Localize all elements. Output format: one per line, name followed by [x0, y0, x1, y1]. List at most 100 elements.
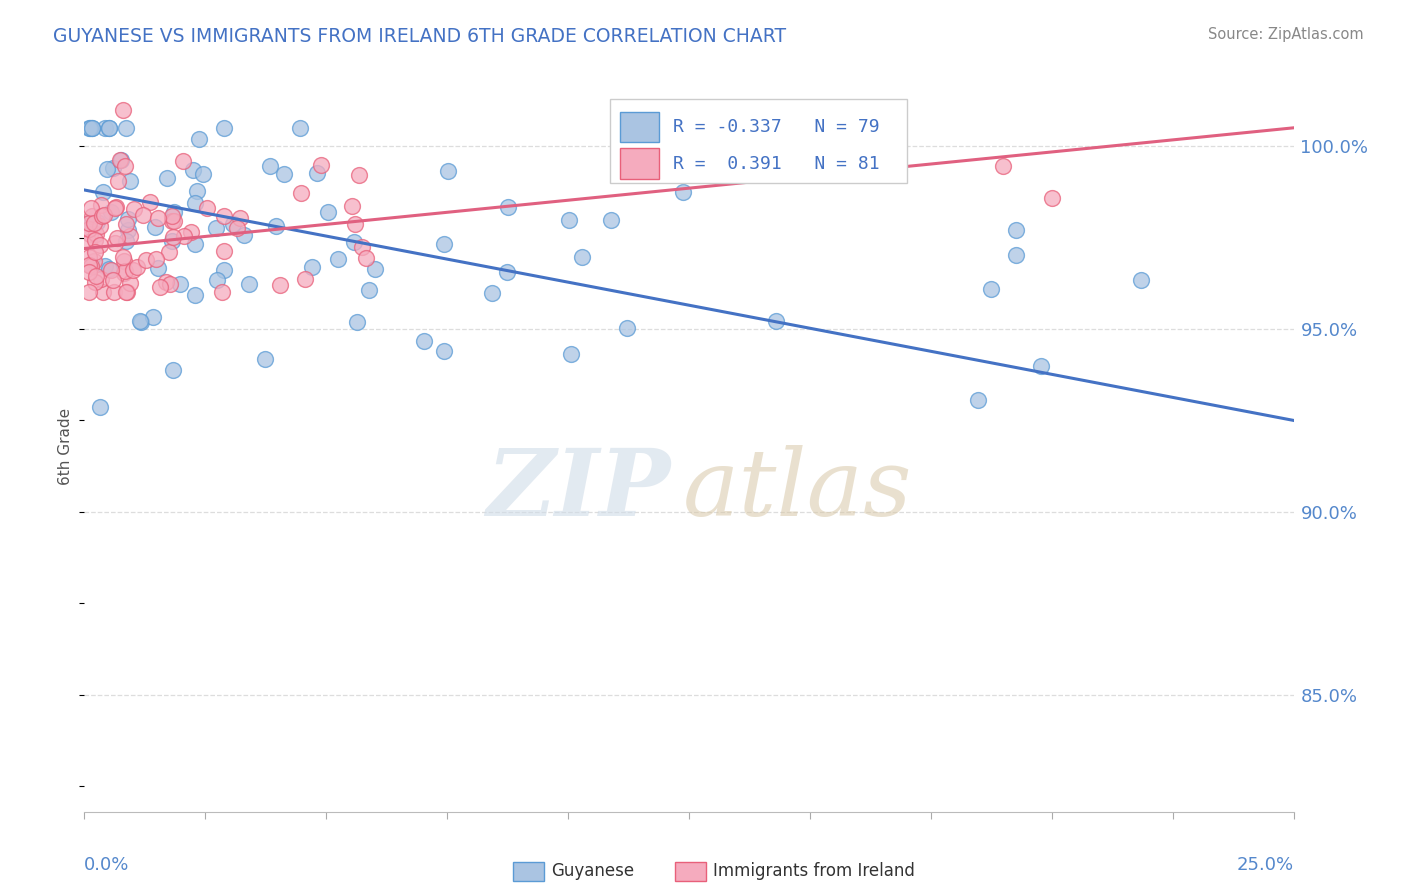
- Point: [129, 315, 152, 329]
- Point: [80, 120, 103, 135]
- Point: [187, 132, 209, 146]
- Point: [180, 225, 202, 239]
- Point: [980, 281, 1002, 295]
- Point: [232, 227, 254, 242]
- Point: [79, 227, 101, 241]
- Point: [352, 240, 374, 254]
- Point: [80, 201, 103, 215]
- Point: [128, 314, 150, 328]
- Point: [183, 195, 205, 210]
- Point: [90, 198, 112, 212]
- Point: [91, 285, 114, 300]
- Point: [496, 200, 519, 214]
- Point: [253, 351, 276, 366]
- Point: [89, 219, 111, 233]
- Point: [212, 120, 235, 135]
- Point: [80, 210, 103, 224]
- Point: [160, 234, 183, 248]
- Point: [97, 261, 120, 276]
- Point: [495, 265, 517, 279]
- Point: [162, 214, 184, 228]
- Text: 25.0%: 25.0%: [1236, 855, 1294, 873]
- Point: [159, 277, 181, 291]
- Point: [112, 266, 135, 280]
- Point: [77, 265, 100, 279]
- Point: [149, 280, 172, 294]
- Point: [205, 273, 228, 287]
- Point: [77, 222, 100, 236]
- Point: [765, 314, 787, 328]
- FancyBboxPatch shape: [610, 99, 907, 183]
- Point: [146, 211, 169, 225]
- Point: [77, 216, 100, 230]
- Point: [344, 217, 367, 231]
- Point: [156, 170, 179, 185]
- Point: [111, 250, 134, 264]
- Point: [672, 185, 695, 199]
- Text: R =  0.391   N = 81: R = 0.391 N = 81: [673, 154, 880, 173]
- Point: [91, 185, 114, 199]
- Point: [162, 229, 184, 244]
- Text: R = -0.337   N = 79: R = -0.337 N = 79: [673, 118, 880, 136]
- Point: [186, 184, 208, 198]
- Point: [115, 217, 138, 231]
- Point: [89, 272, 111, 286]
- Point: [127, 260, 149, 274]
- Point: [84, 244, 107, 259]
- Point: [145, 252, 167, 266]
- Point: [83, 253, 105, 268]
- Point: [363, 261, 385, 276]
- Point: [264, 219, 287, 234]
- Point: [309, 158, 332, 172]
- Point: [100, 205, 122, 219]
- Point: [143, 219, 166, 234]
- Point: [83, 233, 105, 247]
- Point: [105, 231, 128, 245]
- Point: [118, 174, 141, 188]
- Point: [437, 164, 460, 178]
- Point: [77, 285, 100, 300]
- Point: [132, 208, 155, 222]
- Point: [97, 120, 120, 135]
- Point: [104, 236, 127, 251]
- Point: [79, 120, 101, 135]
- Point: [114, 159, 136, 173]
- Point: [359, 284, 381, 298]
- Point: [212, 262, 235, 277]
- Point: [305, 165, 328, 179]
- Point: [110, 153, 132, 168]
- Point: [100, 262, 122, 277]
- Point: [1005, 247, 1028, 261]
- Point: [118, 277, 141, 291]
- Point: [146, 260, 169, 275]
- Point: [212, 209, 235, 223]
- Point: [86, 215, 108, 229]
- Point: [117, 212, 139, 227]
- Point: [433, 237, 456, 252]
- Point: [162, 209, 184, 223]
- Point: [77, 235, 100, 250]
- Point: [560, 346, 582, 360]
- Point: [195, 201, 218, 215]
- Point: [228, 211, 250, 226]
- Point: [98, 120, 121, 135]
- Point: [290, 120, 312, 135]
- Point: [93, 208, 115, 222]
- Text: Guyanese: Guyanese: [551, 863, 634, 880]
- Point: [112, 103, 135, 117]
- Point: [269, 277, 291, 292]
- Point: [118, 229, 141, 244]
- Point: [94, 259, 117, 273]
- Text: GUYANESE VS IMMIGRANTS FROM IRELAND 6TH GRADE CORRELATION CHART: GUYANESE VS IMMIGRANTS FROM IRELAND 6TH …: [53, 27, 786, 45]
- Point: [162, 362, 184, 376]
- Point: [84, 227, 107, 242]
- Point: [117, 223, 139, 237]
- Point: [157, 244, 180, 259]
- Point: [993, 159, 1015, 173]
- Point: [115, 120, 138, 135]
- Point: [184, 237, 207, 252]
- Point: [104, 201, 127, 215]
- Point: [101, 272, 124, 286]
- Point: [347, 168, 370, 182]
- Point: [328, 252, 350, 267]
